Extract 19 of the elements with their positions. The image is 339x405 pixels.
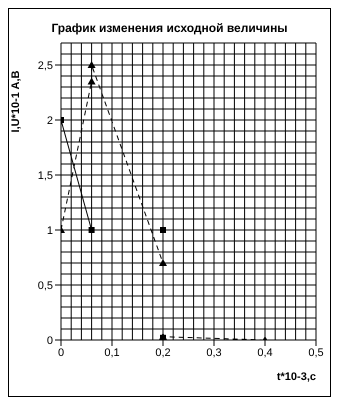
y-axis-title: I,U*10-1 A,B bbox=[10, 70, 22, 132]
x-tick-label: 0,4 bbox=[257, 346, 273, 359]
y-tick-label: 1,5 bbox=[38, 170, 53, 182]
x-tick-label: 0 bbox=[58, 346, 64, 359]
chart-title: График изменения исходной величины bbox=[50, 21, 289, 35]
y-tick-label: 1 bbox=[46, 224, 53, 237]
y-tick-label: 2 bbox=[46, 114, 53, 127]
x-tick-label: 0,3 bbox=[206, 346, 222, 359]
y-tick-label: 0 bbox=[46, 334, 53, 347]
x-tick-label: 0,2 bbox=[155, 346, 171, 359]
x-tick-label: 0,1 bbox=[104, 346, 120, 359]
y-tick-label: 2,5 bbox=[38, 60, 53, 72]
x-tick-label: 0,5 bbox=[308, 346, 324, 359]
y-tick-label: 0,5 bbox=[38, 280, 53, 292]
point bbox=[159, 259, 167, 266]
point bbox=[160, 227, 166, 233]
x-axis-title: t*10-3,c bbox=[276, 371, 316, 383]
point bbox=[88, 78, 96, 84]
point bbox=[88, 61, 96, 68]
